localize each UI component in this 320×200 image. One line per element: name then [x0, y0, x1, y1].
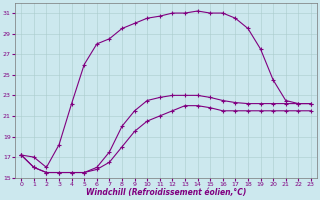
X-axis label: Windchill (Refroidissement éolien,°C): Windchill (Refroidissement éolien,°C): [86, 188, 246, 197]
